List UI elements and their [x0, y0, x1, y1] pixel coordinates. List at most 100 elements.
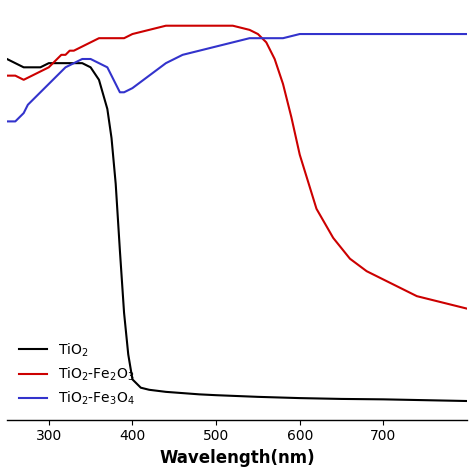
- TiO$_2$: [63, 60, 68, 66]
- TiO$_2$: [126, 352, 131, 357]
- Line: TiO$_2$: TiO$_2$: [7, 59, 467, 401]
- TiO$_2$-Fe$_3$O$_4$: [4, 118, 10, 124]
- TiO$_2$-Fe$_3$O$_4$: [109, 73, 114, 79]
- TiO$_2$-Fe$_2$O$_3$: [447, 301, 453, 307]
- TiO$_2$-Fe$_2$O$_3$: [330, 235, 336, 241]
- TiO$_2$-Fe$_2$O$_3$: [71, 48, 77, 54]
- TiO$_2$-Fe$_2$O$_3$: [129, 31, 135, 37]
- TiO$_2$-Fe$_2$O$_3$: [4, 73, 10, 79]
- TiO$_2$-Fe$_2$O$_3$: [96, 36, 102, 41]
- TiO$_2$: [109, 135, 114, 141]
- TiO$_2$-Fe$_2$O$_3$: [289, 114, 294, 120]
- TiO$_2$-Fe$_3$O$_4$: [246, 36, 252, 41]
- TiO$_2$-Fe$_3$O$_4$: [33, 93, 39, 99]
- TiO$_2$-Fe$_3$O$_4$: [280, 36, 286, 41]
- TiO$_2$: [12, 60, 18, 66]
- TiO$_2$: [213, 392, 219, 398]
- TiO$_2$-Fe$_3$O$_4$: [58, 69, 64, 74]
- TiO$_2$-Fe$_2$O$_3$: [381, 277, 386, 283]
- TiO$_2$-Fe$_3$O$_4$: [347, 31, 353, 37]
- TiO$_2$-Fe$_3$O$_4$: [55, 73, 60, 79]
- TiO$_2$-Fe$_2$O$_3$: [314, 206, 319, 211]
- TiO$_2$-Fe$_3$O$_4$: [79, 56, 85, 62]
- TiO$_2$-Fe$_3$O$_4$: [121, 90, 127, 95]
- TiO$_2$: [138, 385, 144, 391]
- TiO$_2$-Fe$_3$O$_4$: [314, 31, 319, 37]
- TiO$_2$-Fe$_3$O$_4$: [42, 85, 47, 91]
- TiO$_2$-Fe$_3$O$_4$: [29, 98, 35, 103]
- Line: TiO$_2$-Fe$_2$O$_3$: TiO$_2$-Fe$_2$O$_3$: [7, 26, 467, 309]
- TiO$_2$: [464, 398, 470, 404]
- TiO$_2$-Fe$_3$O$_4$: [297, 31, 302, 37]
- TiO$_2$-Fe$_2$O$_3$: [272, 56, 277, 62]
- TiO$_2$-Fe$_3$O$_4$: [12, 118, 18, 124]
- TiO$_2$-Fe$_2$O$_3$: [280, 81, 286, 87]
- TiO$_2$-Fe$_3$O$_4$: [163, 60, 169, 66]
- X-axis label: Wavelength(nm): Wavelength(nm): [159, 449, 315, 467]
- TiO$_2$-Fe$_3$O$_4$: [330, 31, 336, 37]
- TiO$_2$-Fe$_2$O$_3$: [364, 268, 370, 274]
- TiO$_2$-Fe$_2$O$_3$: [297, 152, 302, 157]
- TiO$_2$-Fe$_2$O$_3$: [197, 23, 202, 28]
- TiO$_2$-Fe$_3$O$_4$: [464, 31, 470, 37]
- TiO$_2$-Fe$_3$O$_4$: [230, 39, 236, 45]
- TiO$_2$: [381, 397, 386, 402]
- TiO$_2$-Fe$_3$O$_4$: [71, 60, 77, 66]
- TiO$_2$-Fe$_2$O$_3$: [67, 48, 73, 54]
- TiO$_2$: [339, 396, 345, 402]
- TiO$_2$-Fe$_2$O$_3$: [414, 293, 419, 299]
- TiO$_2$-Fe$_3$O$_4$: [381, 31, 386, 37]
- TiO$_2$-Fe$_3$O$_4$: [129, 85, 135, 91]
- TiO$_2$: [121, 310, 127, 316]
- TiO$_2$-Fe$_2$O$_3$: [431, 298, 437, 303]
- TiO$_2$-Fe$_3$O$_4$: [180, 52, 185, 58]
- TiO$_2$-Fe$_2$O$_3$: [88, 39, 93, 45]
- TiO$_2$-Fe$_2$O$_3$: [213, 23, 219, 28]
- TiO$_2$-Fe$_2$O$_3$: [397, 285, 403, 291]
- TiO$_2$-Fe$_2$O$_3$: [180, 23, 185, 28]
- TiO$_2$-Fe$_3$O$_4$: [50, 77, 56, 82]
- TiO$_2$-Fe$_2$O$_3$: [79, 44, 85, 49]
- TiO$_2$-Fe$_2$O$_3$: [29, 73, 35, 79]
- TiO$_2$-Fe$_2$O$_3$: [121, 36, 127, 41]
- TiO$_2$-Fe$_2$O$_3$: [104, 36, 110, 41]
- TiO$_2$: [46, 60, 52, 66]
- TiO$_2$-Fe$_3$O$_4$: [264, 36, 269, 41]
- TiO$_2$: [255, 394, 261, 400]
- TiO$_2$-Fe$_2$O$_3$: [21, 77, 27, 82]
- TiO$_2$-Fe$_2$O$_3$: [255, 31, 261, 37]
- TiO$_2$-Fe$_3$O$_4$: [146, 73, 152, 79]
- TiO$_2$: [117, 247, 123, 253]
- TiO$_2$: [197, 392, 202, 397]
- TiO$_2$-Fe$_2$O$_3$: [347, 256, 353, 262]
- TiO$_2$-Fe$_2$O$_3$: [58, 52, 64, 58]
- TiO$_2$: [113, 181, 118, 187]
- TiO$_2$: [21, 64, 27, 70]
- TiO$_2$-Fe$_3$O$_4$: [113, 81, 118, 87]
- TiO$_2$-Fe$_3$O$_4$: [88, 56, 93, 62]
- TiO$_2$-Fe$_3$O$_4$: [63, 64, 68, 70]
- TiO$_2$-Fe$_3$O$_4$: [197, 48, 202, 54]
- TiO$_2$-Fe$_3$O$_4$: [46, 81, 52, 87]
- TiO$_2$: [104, 106, 110, 112]
- TiO$_2$: [88, 64, 93, 70]
- TiO$_2$-Fe$_3$O$_4$: [117, 90, 123, 95]
- TiO$_2$-Fe$_2$O$_3$: [264, 39, 269, 45]
- TiO$_2$-Fe$_3$O$_4$: [213, 44, 219, 49]
- TiO$_2$-Fe$_2$O$_3$: [37, 69, 43, 74]
- TiO$_2$: [180, 390, 185, 396]
- TiO$_2$-Fe$_3$O$_4$: [17, 114, 22, 120]
- Line: TiO$_2$-Fe$_3$O$_4$: TiO$_2$-Fe$_3$O$_4$: [7, 34, 467, 121]
- TiO$_2$: [29, 64, 35, 70]
- TiO$_2$-Fe$_2$O$_3$: [246, 27, 252, 33]
- TiO$_2$-Fe$_2$O$_3$: [146, 27, 152, 33]
- TiO$_2$: [71, 60, 77, 66]
- TiO$_2$: [422, 397, 428, 403]
- TiO$_2$-Fe$_2$O$_3$: [46, 64, 52, 70]
- TiO$_2$-Fe$_2$O$_3$: [55, 56, 60, 62]
- TiO$_2$: [146, 387, 152, 392]
- TiO$_2$: [55, 60, 60, 66]
- TiO$_2$-Fe$_3$O$_4$: [25, 102, 31, 108]
- TiO$_2$-Fe$_3$O$_4$: [21, 110, 27, 116]
- TiO$_2$-Fe$_2$O$_3$: [230, 23, 236, 28]
